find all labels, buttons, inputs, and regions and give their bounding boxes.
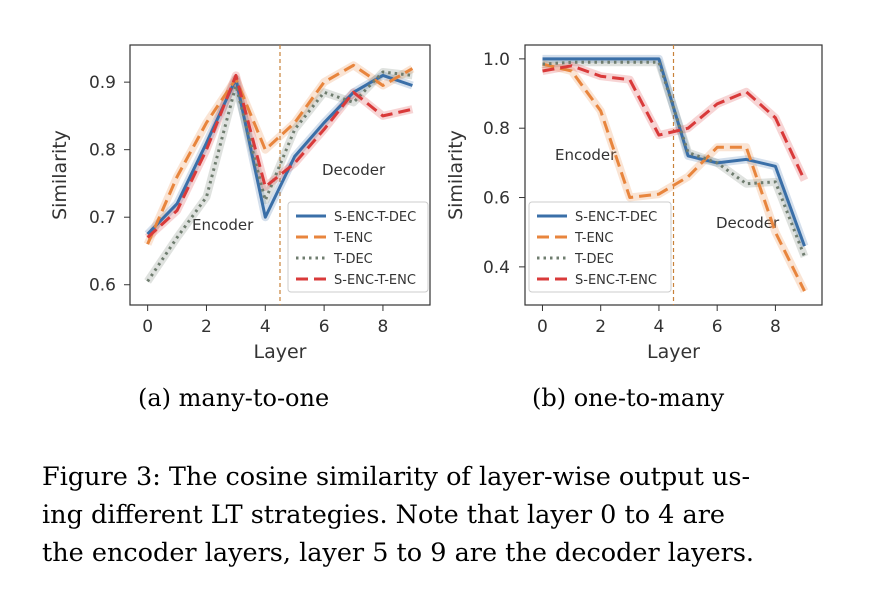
x-tick-label: 2 — [595, 317, 606, 337]
series-line — [146, 73, 413, 236]
subcaption-a: (a) many-to-one — [138, 384, 330, 412]
y-tick-label: 0.4 — [483, 258, 510, 278]
chart-one-to-many: 0.4 0.6 0.8 1.0 0 2 4 6 8 Layer Similarity Encoder D… — [445, 44, 823, 363]
legend-label: S-ENC-T-ENC — [334, 273, 416, 288]
subcaption-b: (b) one-to-many — [532, 384, 725, 412]
y-tick-label: 0.7 — [89, 208, 116, 228]
x-axis-label: Layer — [254, 341, 307, 363]
series-line — [542, 60, 806, 258]
legend-label: T-ENC — [574, 231, 613, 246]
series-band — [144, 68, 413, 284]
y-tick-label: 1.0 — [483, 50, 510, 70]
x-tick-label: 6 — [712, 317, 723, 337]
x-tick-label: 6 — [319, 317, 330, 337]
y-axis-label: Similarity — [49, 130, 71, 220]
y-tick-label: 0.6 — [89, 276, 116, 296]
decoder-region-label: Decoder — [716, 214, 780, 232]
legend-label: T-ENC — [333, 231, 372, 246]
figure-caption: Figure 3: The cosine similarity of layer… — [42, 458, 842, 572]
decoder-region-label: Decoder — [322, 161, 386, 179]
chart-many-to-one: 0.6 0.7 0.8 0.9 0 2 4 6 8 Layer Similarity Encoder D… — [49, 44, 431, 363]
legend-label: T-DEC — [574, 252, 614, 267]
legend-label: T-DEC — [333, 252, 373, 267]
legend — [287, 201, 429, 293]
x-tick-label: 0 — [537, 317, 548, 337]
caption-line-3: the encoder layers, layer 5 to 9 are the… — [42, 538, 755, 568]
legend-label: S-ENC-T-DEC — [334, 210, 416, 225]
y-tick-label: 0.6 — [483, 189, 510, 209]
x-axis-label: Layer — [647, 341, 700, 363]
encoder-region-label: Encoder — [192, 216, 254, 234]
y-tick-label: 0.8 — [89, 141, 116, 161]
encoder-region-label: Encoder — [555, 146, 617, 164]
series-line — [542, 62, 806, 292]
caption-line-1: Figure 3: The cosine similarity of layer… — [42, 462, 751, 492]
legend-label: S-ENC-T-ENC — [575, 273, 657, 288]
y-tick-label: 0.8 — [483, 119, 510, 139]
x-tick-label: 8 — [378, 317, 389, 337]
series-line — [146, 63, 414, 245]
x-tick-label: 2 — [201, 317, 212, 337]
x-tick-label: 8 — [770, 317, 781, 337]
y-tick-label: 0.9 — [89, 73, 116, 93]
legend-label: S-ENC-T-DEC — [575, 210, 657, 225]
y-axis-label: Similarity — [445, 130, 467, 220]
x-tick-label: 4 — [260, 317, 271, 337]
x-tick-label: 4 — [654, 317, 665, 337]
caption-line-2: ing different LT strategies. Note that l… — [42, 500, 725, 530]
series-line — [542, 64, 806, 181]
legend — [528, 201, 672, 293]
x-tick-label: 0 — [142, 317, 153, 337]
series-line — [146, 73, 413, 239]
